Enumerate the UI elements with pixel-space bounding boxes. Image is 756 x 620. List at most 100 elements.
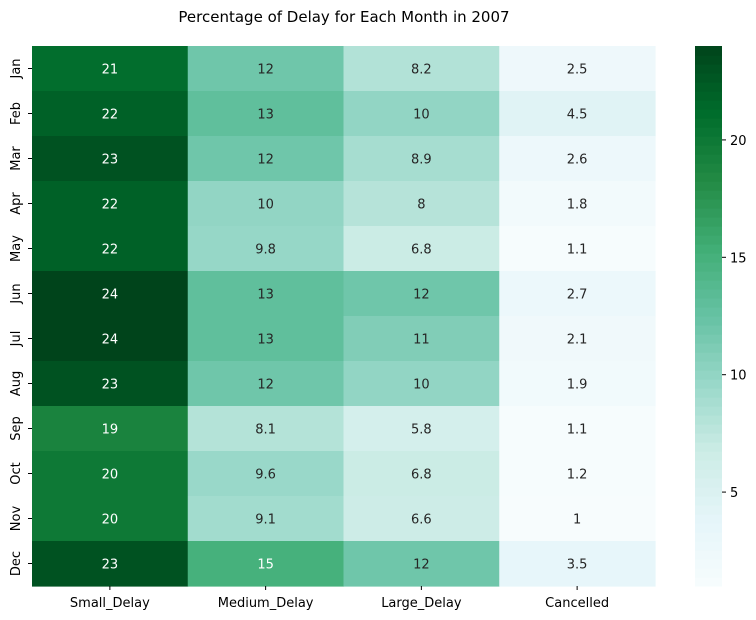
colorbar-segment bbox=[695, 271, 722, 281]
heatmap-cell bbox=[499, 181, 656, 227]
cell-value-label: 12 bbox=[413, 288, 430, 303]
cell-value-label: 3.5 bbox=[567, 558, 588, 573]
cell-value-label: 6.8 bbox=[411, 468, 432, 483]
y-tick-label: May bbox=[9, 235, 24, 262]
cell-value-label: 19 bbox=[102, 423, 119, 438]
colorbar-segment bbox=[695, 550, 722, 560]
colorbar-segment bbox=[695, 199, 722, 209]
y-tick-label: Sep bbox=[9, 416, 24, 441]
cell-value-label: 12 bbox=[413, 558, 430, 573]
cell-value-label: 22 bbox=[102, 198, 119, 213]
cell-value-label: 20 bbox=[102, 468, 119, 483]
cell-value-label: 1.2 bbox=[567, 468, 588, 483]
colorbar-segment bbox=[695, 532, 722, 542]
cell-value-label: 23 bbox=[102, 558, 119, 573]
cell-value-label: 5.8 bbox=[411, 423, 432, 438]
colorbar-segment bbox=[695, 541, 722, 551]
cell-value-label: 9.8 bbox=[255, 243, 276, 258]
cell-value-label: 23 bbox=[102, 153, 119, 168]
cell-value-label: 2.7 bbox=[567, 288, 588, 303]
cell-value-label: 24 bbox=[102, 288, 119, 303]
cell-value-label: 24 bbox=[102, 333, 119, 348]
colorbar-segment bbox=[695, 181, 722, 191]
heatmap-cells bbox=[32, 46, 656, 587]
x-tick-label: Medium_Delay bbox=[218, 596, 314, 611]
y-tick-label: Jan bbox=[9, 58, 24, 79]
cell-value-label: 6.8 bbox=[411, 243, 432, 258]
heatmap-cell bbox=[32, 316, 189, 362]
colorbar-segment bbox=[695, 109, 722, 119]
y-tick-label: Jul bbox=[9, 331, 24, 348]
colorbar-segment bbox=[695, 559, 722, 569]
cell-value-label: 9.1 bbox=[255, 513, 276, 528]
heatmap-cell bbox=[32, 541, 189, 587]
cell-value-label: 2.5 bbox=[567, 63, 588, 78]
colorbar-segment bbox=[695, 289, 722, 299]
cell-value-label: 11 bbox=[413, 333, 430, 348]
heatmap-cell bbox=[32, 226, 189, 272]
heatmap-cell bbox=[499, 46, 656, 92]
heatmap-cell bbox=[343, 226, 500, 272]
cell-value-label: 20 bbox=[102, 513, 119, 528]
heatmap-cell bbox=[343, 316, 500, 362]
colorbar-segment bbox=[695, 415, 722, 425]
colorbar-segment bbox=[695, 487, 722, 497]
y-tick-label: Jun bbox=[9, 283, 24, 304]
heatmap-cell bbox=[187, 361, 345, 407]
cell-value-label: 1.1 bbox=[567, 243, 588, 258]
heatmap-cell bbox=[499, 316, 656, 362]
heatmap-cell bbox=[32, 136, 189, 182]
heatmap-cell bbox=[499, 496, 656, 542]
cell-value-label: 15 bbox=[257, 558, 274, 573]
colorbar-segment bbox=[695, 460, 722, 470]
colorbar-segment bbox=[695, 568, 722, 578]
chart-title: Percentage of Delay for Each Month in 20… bbox=[178, 8, 509, 26]
colorbar-segment bbox=[695, 325, 722, 335]
y-tick-label: Feb bbox=[9, 102, 24, 125]
heatmap-cell bbox=[499, 226, 656, 272]
colorbar-segment bbox=[695, 298, 722, 308]
colorbar-segment bbox=[695, 145, 722, 155]
colorbar-segment bbox=[695, 397, 722, 407]
cell-value-label: 1 bbox=[573, 513, 581, 528]
cell-value-label: 13 bbox=[257, 288, 274, 303]
colorbar-segment bbox=[695, 523, 722, 533]
colorbar-tick-label: 15 bbox=[730, 251, 747, 266]
colorbar-segment bbox=[695, 514, 722, 524]
colorbar-segment bbox=[695, 82, 722, 92]
cell-value-label: 1.1 bbox=[567, 423, 588, 438]
heatmap-cell bbox=[499, 136, 656, 182]
y-tick-label: Apr bbox=[9, 192, 24, 215]
heatmap-cell bbox=[343, 496, 500, 542]
cell-value-label: 2.6 bbox=[567, 153, 588, 168]
cell-value-label: 8.1 bbox=[255, 423, 276, 438]
colorbar-segment bbox=[695, 64, 722, 74]
heatmap-cell bbox=[343, 181, 500, 227]
heatmap-cell bbox=[499, 406, 656, 452]
colorbar-segment bbox=[695, 388, 722, 398]
y-tick-label: Nov bbox=[9, 506, 24, 532]
heatmap-cell bbox=[343, 361, 500, 407]
heatmap-cell bbox=[32, 496, 189, 542]
cell-value-label: 12 bbox=[257, 153, 274, 168]
colorbar-segment bbox=[695, 118, 722, 128]
cell-value-label: 13 bbox=[257, 108, 274, 123]
colorbar-segment bbox=[695, 280, 722, 290]
colorbar-segment bbox=[695, 379, 722, 389]
colorbar-segment bbox=[695, 496, 722, 506]
heatmap-cell bbox=[187, 271, 345, 317]
colorbar-segment bbox=[695, 217, 722, 227]
colorbar-segment bbox=[695, 370, 722, 380]
cell-value-label: 13 bbox=[257, 333, 274, 348]
colorbar-tick-label: 5 bbox=[730, 486, 738, 501]
colorbar-segment bbox=[695, 73, 722, 83]
cell-value-label: 8.2 bbox=[411, 63, 432, 78]
cell-value-label: 4.5 bbox=[567, 108, 588, 123]
colorbar-segment bbox=[695, 433, 722, 443]
heatmap-cell bbox=[499, 451, 656, 497]
cell-value-label: 1.9 bbox=[567, 378, 588, 393]
cell-value-label: 8 bbox=[417, 198, 425, 213]
colorbar-segment bbox=[695, 406, 722, 416]
heatmap-cell bbox=[187, 136, 345, 182]
